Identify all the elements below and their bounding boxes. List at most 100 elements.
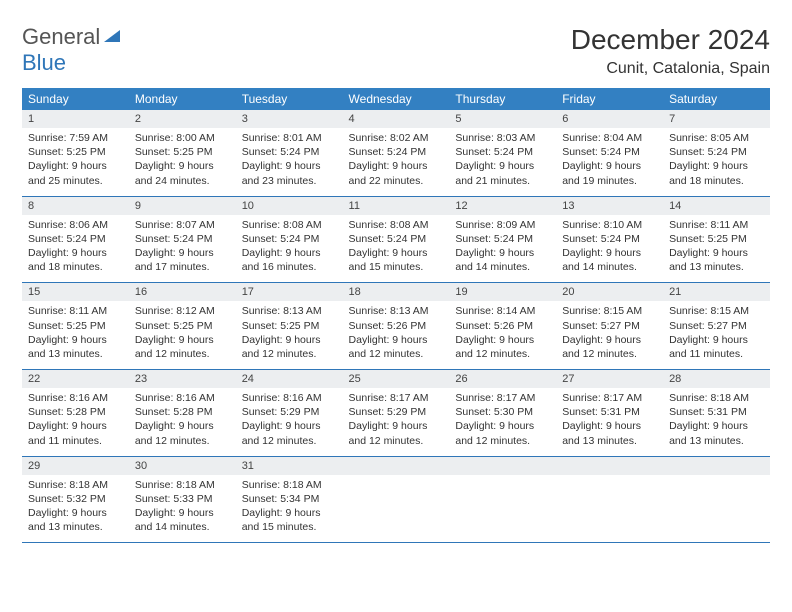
daylight-line: Daylight: 9 hours and 11 minutes. [669, 333, 764, 361]
daylight-line: Daylight: 9 hours and 14 minutes. [455, 246, 550, 274]
calendar-table: SundayMondayTuesdayWednesdayThursdayFrid… [22, 88, 770, 543]
sunset-line: Sunset: 5:24 PM [455, 145, 550, 159]
day-number: 11 [343, 197, 450, 215]
day-number: 1 [22, 110, 129, 128]
daylight-line: Daylight: 9 hours and 12 minutes. [135, 419, 230, 447]
day-number-empty [449, 457, 556, 475]
day-details: Sunrise: 8:15 AMSunset: 5:27 PMDaylight:… [556, 301, 663, 369]
day-number: 15 [22, 283, 129, 301]
sunset-line: Sunset: 5:34 PM [242, 492, 337, 506]
daylight-line: Daylight: 9 hours and 12 minutes. [455, 333, 550, 361]
calendar-day-cell: 25Sunrise: 8:17 AMSunset: 5:29 PMDayligh… [343, 370, 450, 457]
day-details: Sunrise: 8:11 AMSunset: 5:25 PMDaylight:… [22, 301, 129, 369]
daylight-line: Daylight: 9 hours and 12 minutes. [455, 419, 550, 447]
location-label: Cunit, Catalonia, Spain [571, 60, 770, 78]
calendar-week-row: 1Sunrise: 7:59 AMSunset: 5:25 PMDaylight… [22, 110, 770, 196]
sunset-line: Sunset: 5:25 PM [28, 319, 123, 333]
logo-sail-icon [102, 24, 122, 50]
calendar-day-cell: 6Sunrise: 8:04 AMSunset: 5:24 PMDaylight… [556, 110, 663, 196]
sunset-line: Sunset: 5:30 PM [455, 405, 550, 419]
day-details: Sunrise: 8:01 AMSunset: 5:24 PMDaylight:… [236, 128, 343, 196]
sunrise-line: Sunrise: 8:11 AM [669, 218, 764, 232]
weekday-header: Tuesday [236, 88, 343, 110]
calendar-day-cell: 12Sunrise: 8:09 AMSunset: 5:24 PMDayligh… [449, 196, 556, 283]
daylight-line: Daylight: 9 hours and 13 minutes. [669, 419, 764, 447]
day-details: Sunrise: 8:00 AMSunset: 5:25 PMDaylight:… [129, 128, 236, 196]
sunset-line: Sunset: 5:29 PM [349, 405, 444, 419]
sunrise-line: Sunrise: 8:08 AM [349, 218, 444, 232]
day-details: Sunrise: 8:03 AMSunset: 5:24 PMDaylight:… [449, 128, 556, 196]
weekday-header: Saturday [663, 88, 770, 110]
day-body-empty [449, 475, 556, 531]
sunrise-line: Sunrise: 8:13 AM [349, 304, 444, 318]
day-details: Sunrise: 8:18 AMSunset: 5:33 PMDaylight:… [129, 475, 236, 543]
daylight-line: Daylight: 9 hours and 13 minutes. [28, 506, 123, 534]
calendar-day-cell: 27Sunrise: 8:17 AMSunset: 5:31 PMDayligh… [556, 370, 663, 457]
calendar-week-row: 29Sunrise: 8:18 AMSunset: 5:32 PMDayligh… [22, 456, 770, 543]
daylight-line: Daylight: 9 hours and 12 minutes. [349, 333, 444, 361]
calendar-day-cell: 28Sunrise: 8:18 AMSunset: 5:31 PMDayligh… [663, 370, 770, 457]
brand-text: General Blue [22, 24, 122, 76]
calendar-body: 1Sunrise: 7:59 AMSunset: 5:25 PMDaylight… [22, 110, 770, 543]
day-number: 7 [663, 110, 770, 128]
sunset-line: Sunset: 5:26 PM [455, 319, 550, 333]
day-number: 24 [236, 370, 343, 388]
sunset-line: Sunset: 5:24 PM [242, 145, 337, 159]
day-number: 25 [343, 370, 450, 388]
calendar-week-row: 22Sunrise: 8:16 AMSunset: 5:28 PMDayligh… [22, 370, 770, 457]
sunrise-line: Sunrise: 8:17 AM [455, 391, 550, 405]
sunset-line: Sunset: 5:28 PM [135, 405, 230, 419]
brand-word-2: Blue [22, 50, 66, 75]
sunset-line: Sunset: 5:29 PM [242, 405, 337, 419]
daylight-line: Daylight: 9 hours and 15 minutes. [242, 506, 337, 534]
day-details: Sunrise: 8:16 AMSunset: 5:29 PMDaylight:… [236, 388, 343, 456]
daylight-line: Daylight: 9 hours and 15 minutes. [349, 246, 444, 274]
calendar-day-cell: 19Sunrise: 8:14 AMSunset: 5:26 PMDayligh… [449, 283, 556, 370]
sunrise-line: Sunrise: 8:18 AM [28, 478, 123, 492]
calendar-day-cell: 3Sunrise: 8:01 AMSunset: 5:24 PMDaylight… [236, 110, 343, 196]
sunrise-line: Sunrise: 8:05 AM [669, 131, 764, 145]
day-number: 14 [663, 197, 770, 215]
day-details: Sunrise: 8:13 AMSunset: 5:25 PMDaylight:… [236, 301, 343, 369]
day-number: 12 [449, 197, 556, 215]
day-details: Sunrise: 8:16 AMSunset: 5:28 PMDaylight:… [129, 388, 236, 456]
day-details: Sunrise: 8:10 AMSunset: 5:24 PMDaylight:… [556, 215, 663, 283]
daylight-line: Daylight: 9 hours and 12 minutes. [135, 333, 230, 361]
day-number: 5 [449, 110, 556, 128]
daylight-line: Daylight: 9 hours and 14 minutes. [135, 506, 230, 534]
day-number: 18 [343, 283, 450, 301]
day-details: Sunrise: 8:17 AMSunset: 5:29 PMDaylight:… [343, 388, 450, 456]
day-number: 26 [449, 370, 556, 388]
calendar-day-cell: 30Sunrise: 8:18 AMSunset: 5:33 PMDayligh… [129, 456, 236, 543]
calendar-header-row: SundayMondayTuesdayWednesdayThursdayFrid… [22, 88, 770, 110]
calendar-day-cell: 17Sunrise: 8:13 AMSunset: 5:25 PMDayligh… [236, 283, 343, 370]
sunset-line: Sunset: 5:25 PM [669, 232, 764, 246]
brand-word-1: General [22, 24, 100, 49]
sunset-line: Sunset: 5:24 PM [28, 232, 123, 246]
day-number: 28 [663, 370, 770, 388]
sunrise-line: Sunrise: 8:06 AM [28, 218, 123, 232]
calendar-day-cell: 7Sunrise: 8:05 AMSunset: 5:24 PMDaylight… [663, 110, 770, 196]
sunset-line: Sunset: 5:24 PM [669, 145, 764, 159]
day-details: Sunrise: 8:16 AMSunset: 5:28 PMDaylight:… [22, 388, 129, 456]
daylight-line: Daylight: 9 hours and 12 minutes. [242, 419, 337, 447]
sunrise-line: Sunrise: 8:12 AM [135, 304, 230, 318]
sunset-line: Sunset: 5:27 PM [562, 319, 657, 333]
calendar-empty-cell [663, 456, 770, 543]
sunrise-line: Sunrise: 8:17 AM [562, 391, 657, 405]
day-details: Sunrise: 8:13 AMSunset: 5:26 PMDaylight:… [343, 301, 450, 369]
calendar-day-cell: 5Sunrise: 8:03 AMSunset: 5:24 PMDaylight… [449, 110, 556, 196]
daylight-line: Daylight: 9 hours and 13 minutes. [562, 419, 657, 447]
day-details: Sunrise: 8:18 AMSunset: 5:32 PMDaylight:… [22, 475, 129, 543]
sunset-line: Sunset: 5:24 PM [349, 232, 444, 246]
sunrise-line: Sunrise: 7:59 AM [28, 131, 123, 145]
day-number: 31 [236, 457, 343, 475]
daylight-line: Daylight: 9 hours and 13 minutes. [669, 246, 764, 274]
sunset-line: Sunset: 5:25 PM [28, 145, 123, 159]
day-details: Sunrise: 8:11 AMSunset: 5:25 PMDaylight:… [663, 215, 770, 283]
calendar-day-cell: 22Sunrise: 8:16 AMSunset: 5:28 PMDayligh… [22, 370, 129, 457]
sunset-line: Sunset: 5:25 PM [135, 319, 230, 333]
calendar-day-cell: 31Sunrise: 8:18 AMSunset: 5:34 PMDayligh… [236, 456, 343, 543]
sunset-line: Sunset: 5:24 PM [349, 145, 444, 159]
sunrise-line: Sunrise: 8:15 AM [669, 304, 764, 318]
